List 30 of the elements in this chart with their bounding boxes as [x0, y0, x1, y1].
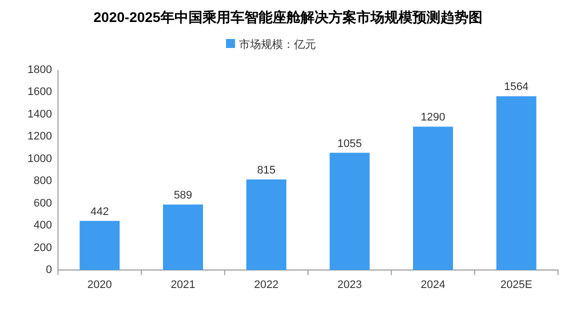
- bar: [413, 126, 453, 270]
- x-tick-label: 2020: [87, 279, 112, 291]
- y-tick-label: 1800: [28, 64, 52, 76]
- y-tick-label: 800: [34, 175, 52, 188]
- y-tick-label: 400: [34, 220, 52, 232]
- y-tick-label: 1200: [28, 130, 52, 143]
- data-label: 1564: [504, 81, 529, 94]
- bar: [246, 179, 286, 270]
- y-tick-label: 0: [46, 264, 52, 276]
- x-tick-label: 2022: [254, 279, 279, 291]
- data-label: 815: [257, 164, 276, 176]
- y-tick-label: 1600: [28, 86, 52, 98]
- x-tick-label: 2024: [420, 279, 446, 291]
- y-tick-label: 600: [34, 197, 52, 210]
- x-tick-label: 2021: [170, 279, 196, 291]
- y-tick-label: 1400: [28, 108, 52, 120]
- data-label: 1290: [420, 112, 446, 124]
- legend-label: 市场规模：亿元: [239, 38, 316, 51]
- data-label: 589: [174, 190, 192, 202]
- bar: [330, 152, 370, 270]
- x-tick-label: 2023: [337, 279, 362, 291]
- y-tick-label: 200: [34, 242, 52, 254]
- x-tick-label: 2025E: [500, 279, 532, 291]
- data-label: 1055: [337, 138, 362, 150]
- chart-title: 2020-2025年中国乘用车智能座舱解决方案市场规模预测趋势图: [94, 9, 482, 25]
- data-label: 442: [90, 206, 109, 218]
- bar: [496, 96, 536, 270]
- bar: [163, 204, 203, 270]
- y-tick-label: 1000: [28, 152, 52, 165]
- bar: [80, 220, 120, 270]
